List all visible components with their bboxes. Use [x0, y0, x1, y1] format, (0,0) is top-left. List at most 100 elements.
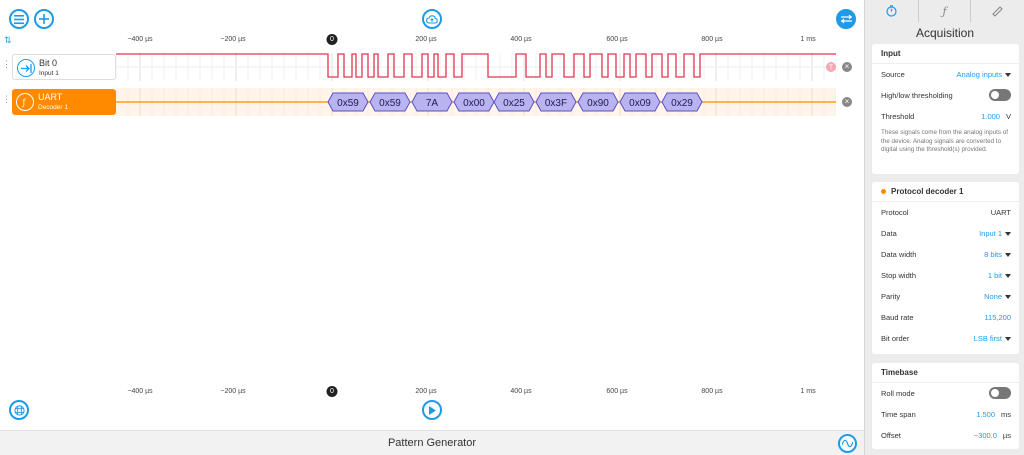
- data-width-row: Data width 8 bits: [872, 244, 1019, 265]
- decoded-byte-box: [493, 92, 535, 112]
- decoded-byte-box: [327, 92, 369, 112]
- add-channel-button[interactable]: [34, 9, 54, 29]
- protocol-value: UART: [990, 208, 1011, 217]
- decoded-byte-label: 0x90: [587, 98, 609, 109]
- chevron-down-icon: [1005, 253, 1011, 258]
- tab-function[interactable]: ƒ: [918, 0, 971, 22]
- stop-width-row: Stop width 1 bit: [872, 265, 1019, 286]
- decoded-byte-label: 0x59: [337, 98, 359, 109]
- trigger-label: T: [829, 65, 834, 72]
- offset-unit: µs: [1002, 431, 1011, 440]
- bottom-axis-tick-label: 1 ms: [800, 388, 816, 395]
- threshold-field[interactable]: 1.000 V: [981, 112, 1011, 121]
- side-panel: ƒ Acquisition Input Source Analog inputs…: [864, 0, 1024, 455]
- bottom-axis-tick-label: 400 µs: [510, 388, 532, 395]
- offset-row: Offset −300.0 µs: [872, 425, 1019, 446]
- decoded-byte-box: [619, 92, 661, 112]
- timebase-card: Timebase Roll mode Time span 1.500 ms Offs…: [872, 363, 1019, 449]
- bottom-bar: Pattern Generator: [0, 430, 864, 455]
- roll-mode-toggle[interactable]: [989, 387, 1011, 399]
- bit0-trace: [116, 53, 836, 78]
- panel-title: Acquisition: [915, 26, 975, 40]
- stop-width-select[interactable]: 1 bit: [988, 271, 1011, 280]
- offset-field[interactable]: −300.0 µs: [974, 431, 1011, 440]
- protocol-label: Protocol: [881, 208, 909, 217]
- parity-value: None: [984, 292, 1002, 301]
- channel-bit0-label[interactable]: Bit 0 Input 1: [12, 54, 116, 80]
- baud-label: Baud rate: [881, 313, 914, 322]
- top-axis-zero-marker[interactable]: 0: [326, 34, 338, 45]
- chevron-down-icon: [1005, 232, 1011, 237]
- menu-icon: [14, 14, 24, 24]
- roll-mode-label: Roll mode: [881, 389, 915, 398]
- bottom-axis-zero-marker[interactable]: 0: [326, 386, 338, 397]
- time-axis-bottom: −400 µs −200 µs 200 µs 400 µs 600 µs 800 µs 1 …: [116, 386, 836, 400]
- data-select[interactable]: Input 1: [979, 229, 1011, 238]
- source-select[interactable]: Analog inputs: [957, 70, 1011, 79]
- channel-uart-label[interactable]: ƒ UART Decoder 1: [12, 89, 116, 115]
- drag-handle-icon[interactable]: ⋮⋮: [2, 59, 19, 69]
- decoded-byte-label: 0x3F: [545, 98, 567, 109]
- top-axis-tick-label: −200 µs: [220, 36, 246, 43]
- decoded-byte-label: 0x09: [629, 98, 651, 109]
- data-width-value: 8 bits: [984, 250, 1002, 259]
- grid-icon: [13, 404, 25, 416]
- threshold-value[interactable]: 1.000: [981, 112, 1000, 121]
- channel-bit0-close-button[interactable]: ×: [842, 62, 852, 72]
- decoder-heading: Protocol decoder 1: [872, 182, 1019, 202]
- channel-uart-name: UART: [38, 92, 63, 102]
- grid-button[interactable]: [9, 400, 29, 420]
- source-row: Source Analog inputs: [872, 64, 1019, 85]
- time-span-field[interactable]: 1.500 ms: [976, 410, 1011, 419]
- threshold-unit: V: [1005, 112, 1011, 121]
- data-width-select[interactable]: 8 bits: [984, 250, 1011, 259]
- pattern-generator-title[interactable]: Pattern Generator: [387, 437, 477, 449]
- channel-uart-close-button[interactable]: ×: [842, 97, 852, 107]
- baud-value[interactable]: 115,200: [984, 313, 1011, 322]
- bit-order-select[interactable]: LSB first: [974, 334, 1011, 343]
- play-button[interactable]: [422, 400, 442, 420]
- time-span-value[interactable]: 1.500: [976, 410, 995, 419]
- waveform-button[interactable]: [838, 434, 857, 453]
- tab-ruler[interactable]: [971, 0, 1024, 22]
- stop-width-value: 1 bit: [987, 271, 1002, 280]
- top-axis-tick-label: 800 µs: [701, 36, 723, 43]
- top-axis-tick-label: 600 µs: [606, 36, 628, 43]
- decoded-byte-box: [411, 92, 453, 112]
- top-axis-tick-label: 200 µs: [415, 36, 437, 43]
- chevron-down-icon: [1005, 274, 1011, 279]
- decoded-byte-box: [369, 92, 411, 112]
- settings-button[interactable]: [836, 9, 856, 29]
- data-label: Data: [881, 229, 897, 238]
- channel-uart-sub: Decoder 1: [38, 104, 68, 111]
- tab-timer[interactable]: [865, 0, 918, 22]
- parity-select[interactable]: None: [984, 292, 1011, 301]
- chevron-down-icon: [1005, 295, 1011, 300]
- channel-bit0-row: ⋮⋮ Bit 0 Input 1 ×: [0, 53, 864, 81]
- ruler-icon: [992, 5, 1003, 17]
- plus-icon: [39, 14, 49, 24]
- offset-value[interactable]: −300.0: [973, 431, 997, 440]
- cloud-upload-icon: [426, 15, 438, 24]
- top-axis-tick-label: −400 µs: [127, 36, 153, 43]
- parity-row: Parity None: [872, 286, 1019, 307]
- digital-input-icon: [17, 59, 35, 77]
- bottom-axis-tick-label: 800 µs: [701, 388, 723, 395]
- time-span-label: Time span: [881, 410, 916, 419]
- bit-order-row: Bit order LSB first: [872, 328, 1019, 349]
- play-icon: [429, 405, 436, 415]
- cloud-upload-button[interactable]: [422, 9, 442, 29]
- drag-handle-icon[interactable]: ⋮⋮: [2, 94, 19, 104]
- thresholding-toggle[interactable]: [989, 89, 1011, 101]
- sort-icon[interactable]: ⇅: [4, 35, 12, 45]
- offset-label: Offset: [881, 431, 901, 440]
- menu-button[interactable]: [9, 9, 29, 29]
- thresholding-row: High/low thresholding: [872, 85, 1019, 106]
- roll-mode-row: Roll mode: [872, 383, 1019, 404]
- timer-icon: [886, 5, 897, 17]
- stop-width-label: Stop width: [881, 271, 917, 280]
- input-note: These signals come from the analog input…: [881, 129, 1009, 153]
- function-icon: ƒ: [942, 4, 947, 18]
- top-axis-tick-label: 1 ms: [800, 36, 816, 43]
